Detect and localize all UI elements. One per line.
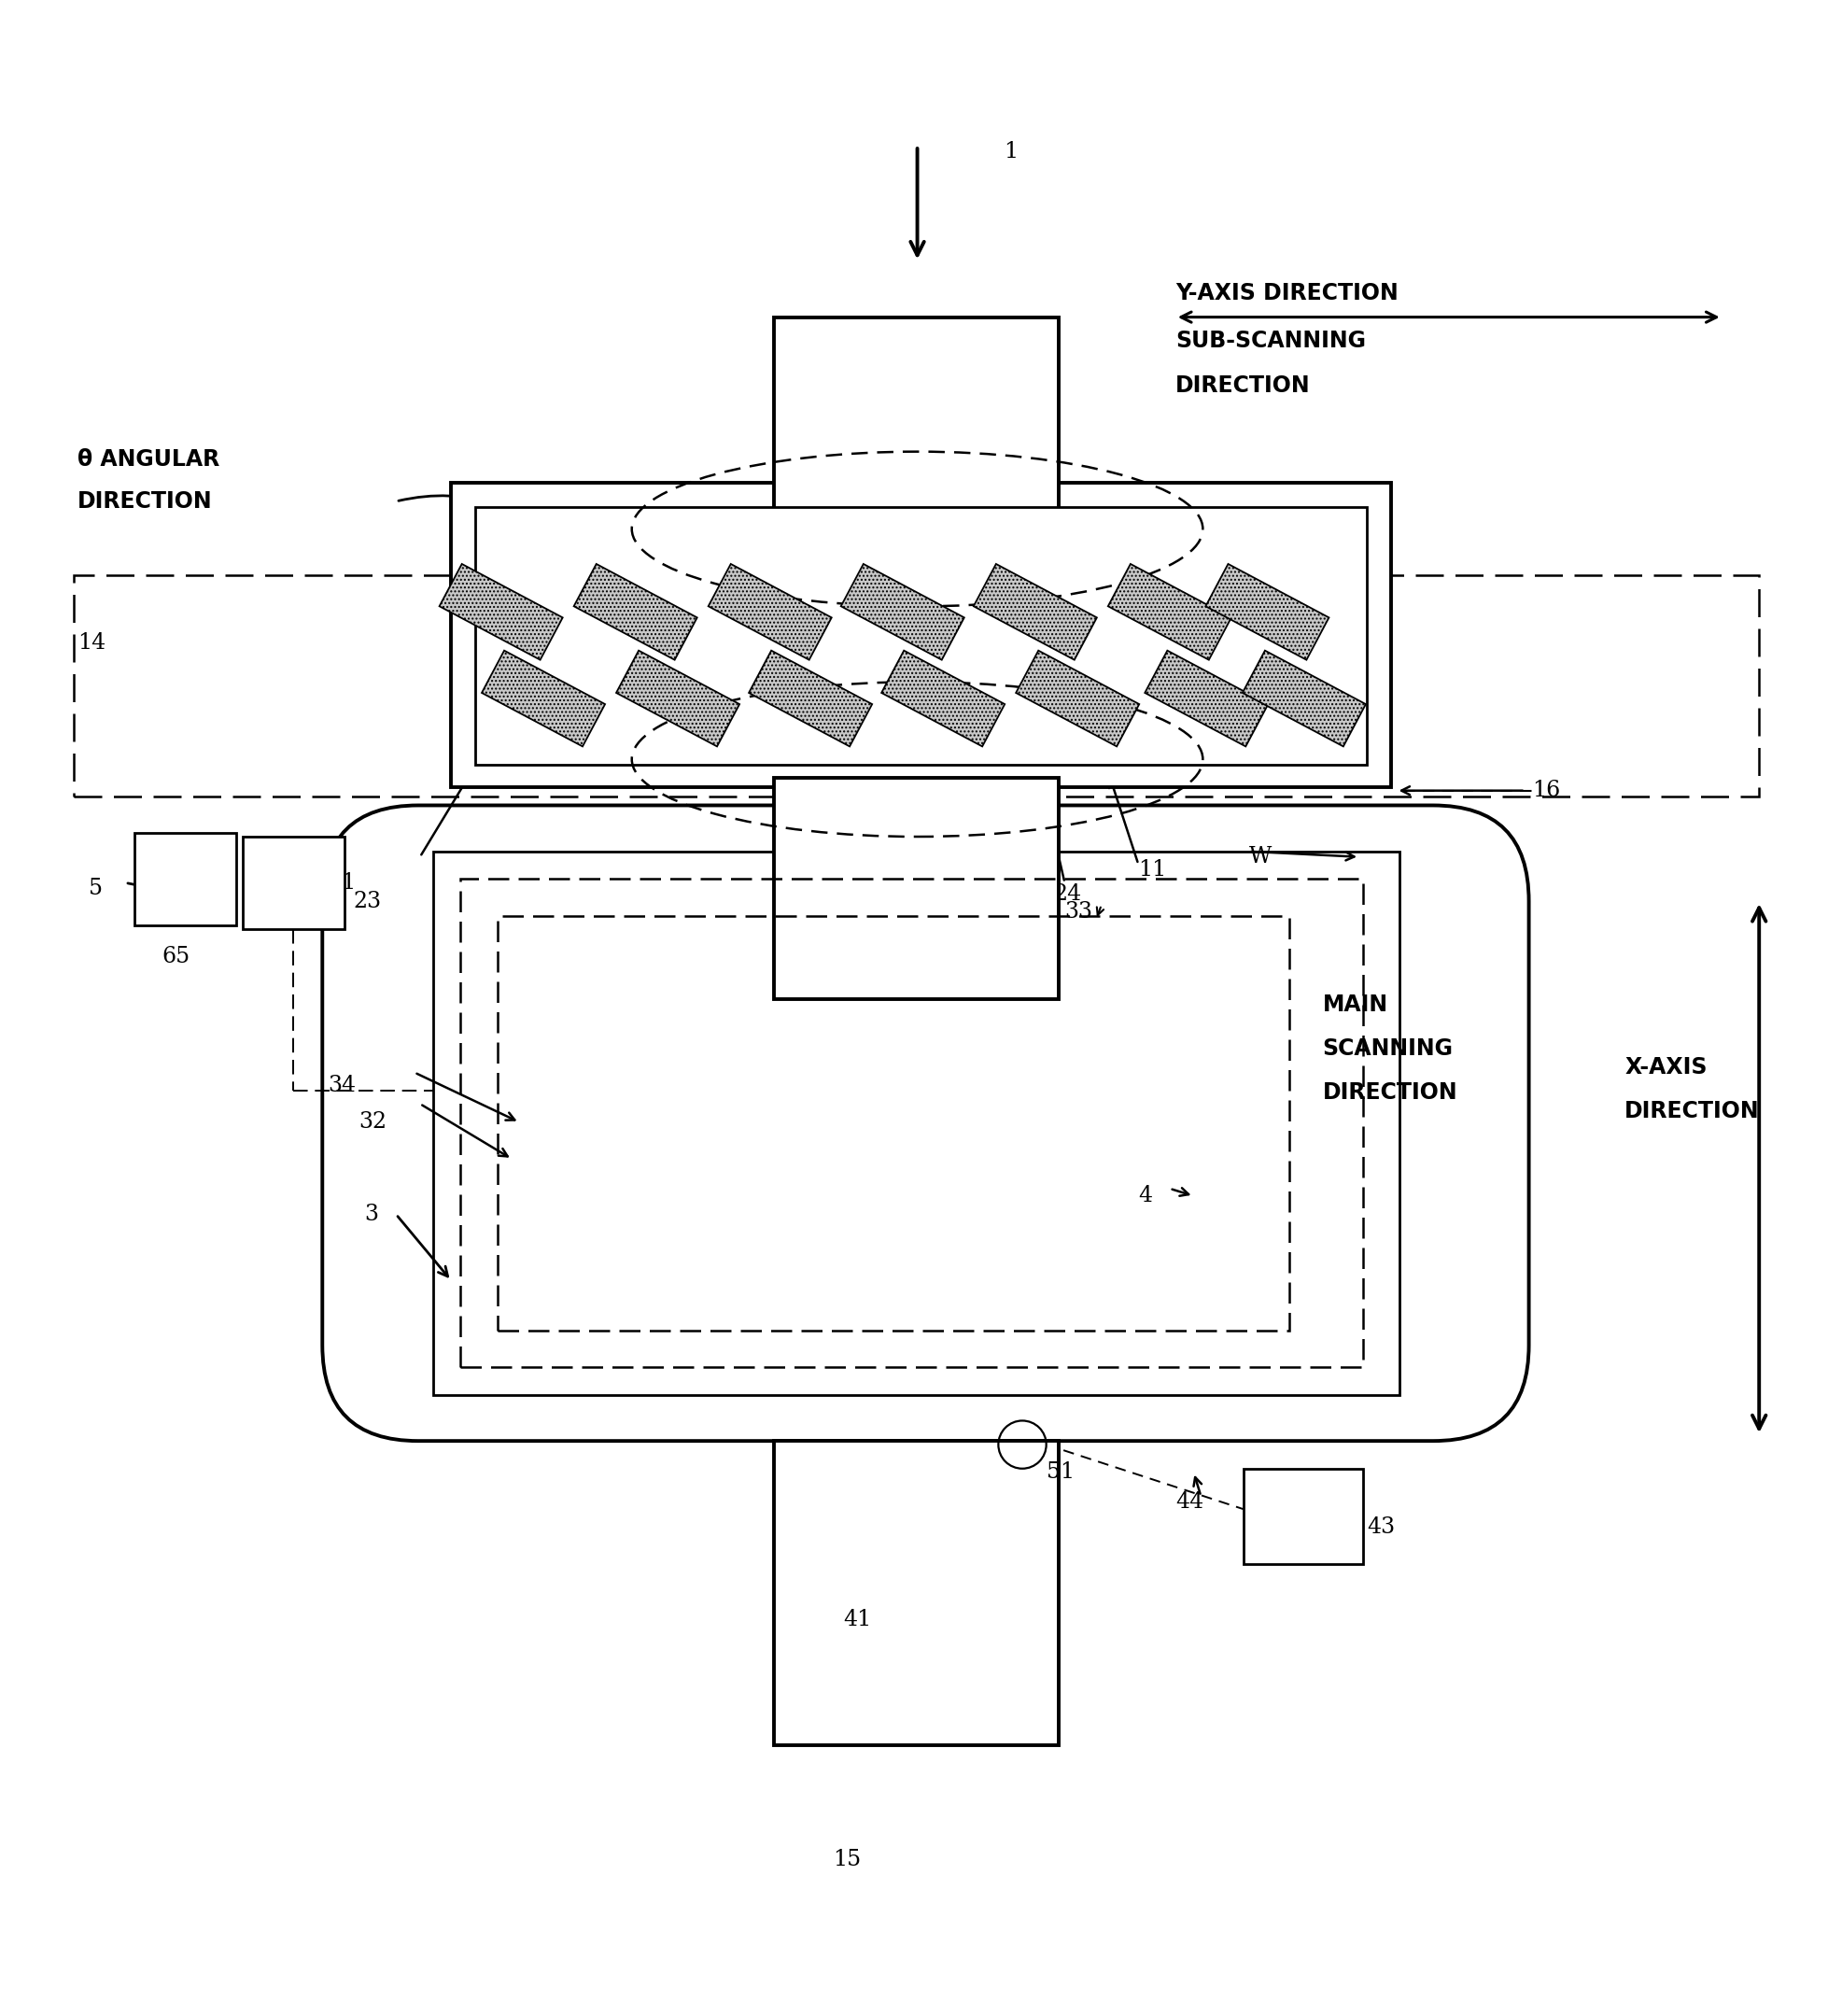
Bar	[882, 651, 1004, 746]
Text: 65: 65	[162, 946, 190, 968]
Bar	[460, 879, 1363, 1367]
Bar	[1207, 564, 1328, 659]
Text: 5: 5	[88, 877, 103, 899]
Text: DIRECTION: DIRECTION	[77, 490, 212, 512]
Text: 4: 4	[1138, 1185, 1153, 1208]
FancyBboxPatch shape	[322, 804, 1529, 1441]
Bar	[451, 484, 1391, 786]
Text: 14: 14	[77, 633, 105, 653]
Bar	[575, 564, 696, 659]
Text: 44: 44	[1175, 1492, 1203, 1512]
Bar	[433, 851, 1400, 1395]
Text: Y-AXIS DIRECTION: Y-AXIS DIRECTION	[1175, 282, 1398, 304]
Bar	[134, 833, 236, 925]
Text: 2: 2	[1065, 554, 1079, 577]
Bar	[842, 564, 963, 659]
Text: 11: 11	[1138, 859, 1166, 881]
Text: 34: 34	[328, 1075, 356, 1097]
Bar	[774, 1441, 1059, 1746]
Text: DIRECTION: DIRECTION	[1625, 1101, 1759, 1123]
Text: 3: 3	[365, 1204, 379, 1226]
Bar	[617, 651, 739, 746]
Text: 24: 24	[1054, 883, 1081, 905]
Bar	[774, 778, 1059, 998]
Bar	[1146, 651, 1267, 746]
Text: 51: 51	[1046, 1462, 1074, 1484]
Bar	[483, 651, 604, 746]
Text: 12: 12	[1249, 724, 1277, 746]
Text: θ ANGULAR: θ ANGULAR	[77, 448, 219, 470]
Text: SCANNING: SCANNING	[1323, 1038, 1453, 1060]
Text: 23: 23	[354, 891, 381, 911]
Text: 32: 32	[359, 1111, 387, 1133]
Text: SUB-SCANNING: SUB-SCANNING	[1175, 331, 1365, 353]
Text: W: W	[1249, 847, 1271, 867]
Text: X-AXIS: X-AXIS	[1625, 1056, 1708, 1079]
Bar	[1109, 564, 1230, 659]
Bar	[1017, 651, 1138, 746]
Bar	[243, 837, 344, 929]
Bar	[974, 564, 1096, 659]
Text: DIRECTION: DIRECTION	[1323, 1081, 1457, 1105]
Bar	[709, 564, 831, 659]
Text: 15: 15	[833, 1849, 860, 1871]
Text: 43: 43	[1367, 1516, 1394, 1538]
Bar	[1243, 651, 1365, 746]
Bar	[74, 575, 1759, 796]
Bar	[1243, 1468, 1363, 1564]
Text: 13: 13	[1249, 687, 1277, 710]
Text: 16: 16	[1533, 780, 1560, 800]
Text: 1: 1	[1004, 141, 1019, 161]
Text: DIRECTION: DIRECTION	[1175, 375, 1310, 397]
Text: 41: 41	[844, 1609, 871, 1631]
Text: 61: 61	[328, 873, 356, 893]
Bar	[750, 651, 871, 746]
Bar	[475, 506, 1367, 764]
Bar	[440, 564, 562, 659]
Bar	[497, 915, 1289, 1331]
Bar	[774, 317, 1059, 528]
Text: 33: 33	[1065, 901, 1092, 923]
Text: MAIN: MAIN	[1323, 994, 1389, 1016]
Text: 21: 21	[1028, 946, 1055, 968]
